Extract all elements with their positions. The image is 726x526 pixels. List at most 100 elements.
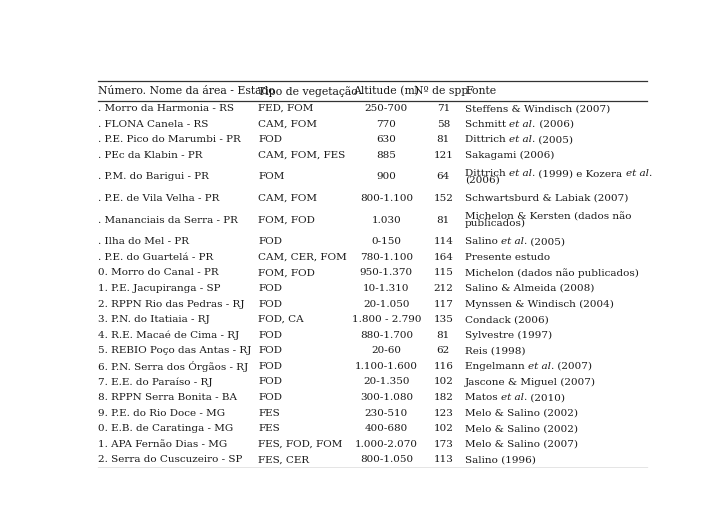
Text: 770: 770 xyxy=(377,120,396,129)
Text: . P.M. do Barigui - PR: . P.M. do Barigui - PR xyxy=(97,173,208,181)
Text: Condack (2006): Condack (2006) xyxy=(465,315,549,324)
Text: FOM: FOM xyxy=(258,173,285,181)
Text: (2005): (2005) xyxy=(535,135,573,144)
Text: 2. RPPN Rio das Pedras - RJ: 2. RPPN Rio das Pedras - RJ xyxy=(97,299,244,309)
Text: 3. P.N. do Itatiaia - RJ: 3. P.N. do Itatiaia - RJ xyxy=(97,315,209,324)
Text: et al.: et al. xyxy=(501,393,527,402)
Text: 212: 212 xyxy=(433,284,453,293)
Text: (2005): (2005) xyxy=(527,237,566,246)
Text: (2006): (2006) xyxy=(536,120,574,129)
Text: FOD: FOD xyxy=(258,284,282,293)
Text: Salino: Salino xyxy=(465,237,501,246)
Text: 0. E.B. de Caratinga - MG: 0. E.B. de Caratinga - MG xyxy=(97,424,233,433)
Text: et al.: et al. xyxy=(626,169,652,178)
Text: FES: FES xyxy=(258,424,280,433)
Text: 135: 135 xyxy=(433,315,453,324)
Text: 250-700: 250-700 xyxy=(364,104,408,113)
Text: 5. REBIO Poço das Antas - RJ: 5. REBIO Poço das Antas - RJ xyxy=(97,346,251,355)
Text: FES: FES xyxy=(258,409,280,418)
Text: 780-1.100: 780-1.100 xyxy=(360,252,413,262)
Text: 113: 113 xyxy=(433,456,453,464)
Text: et al.: et al. xyxy=(528,362,554,371)
Text: 800-1.050: 800-1.050 xyxy=(360,456,413,464)
Text: Melo & Salino (2002): Melo & Salino (2002) xyxy=(465,409,578,418)
Text: . PEc da Klabin - PR: . PEc da Klabin - PR xyxy=(97,151,202,160)
Text: 182: 182 xyxy=(433,393,453,402)
Text: 1.000-2.070: 1.000-2.070 xyxy=(355,440,418,449)
Text: 9. P.E. do Rio Doce - MG: 9. P.E. do Rio Doce - MG xyxy=(97,409,224,418)
Text: 116: 116 xyxy=(433,362,453,371)
Text: Dittrich: Dittrich xyxy=(465,169,509,178)
Text: Matos: Matos xyxy=(465,393,501,402)
Text: et al.: et al. xyxy=(501,237,527,246)
Text: . Mananciais da Serra - PR: . Mananciais da Serra - PR xyxy=(97,216,237,225)
Text: (2007): (2007) xyxy=(554,362,592,371)
Text: FES, CER: FES, CER xyxy=(258,456,309,464)
Text: FED, FOM: FED, FOM xyxy=(258,104,314,113)
Text: et al.: et al. xyxy=(509,169,535,178)
Text: 7. E.E. do Paraíso - RJ: 7. E.E. do Paraíso - RJ xyxy=(97,377,212,387)
Text: 58: 58 xyxy=(436,120,450,129)
Text: CAM, FOM: CAM, FOM xyxy=(258,120,317,129)
Text: 102: 102 xyxy=(433,378,453,387)
Text: 152: 152 xyxy=(433,194,453,203)
Text: 400-680: 400-680 xyxy=(364,424,408,433)
Text: et al.: et al. xyxy=(509,120,536,129)
Text: 300-1.080: 300-1.080 xyxy=(360,393,413,402)
Text: 20-1.350: 20-1.350 xyxy=(363,378,409,387)
Text: CAM, FOM, FES: CAM, FOM, FES xyxy=(258,151,346,160)
Text: 164: 164 xyxy=(433,252,453,262)
Text: 880-1.700: 880-1.700 xyxy=(360,331,413,340)
Text: FOD: FOD xyxy=(258,346,282,355)
Text: 1. APA Fernão Dias - MG: 1. APA Fernão Dias - MG xyxy=(97,440,227,449)
Text: 10-1.310: 10-1.310 xyxy=(363,284,409,293)
Text: 900: 900 xyxy=(377,173,396,181)
Text: 117: 117 xyxy=(433,299,453,309)
Text: 114: 114 xyxy=(433,237,453,246)
Text: Schmitt: Schmitt xyxy=(465,120,509,129)
Text: Nº de spp.: Nº de spp. xyxy=(415,86,472,96)
Text: 173: 173 xyxy=(433,440,453,449)
Text: Salino & Almeida (2008): Salino & Almeida (2008) xyxy=(465,284,595,293)
Text: FOD: FOD xyxy=(258,393,282,402)
Text: 0-150: 0-150 xyxy=(372,237,401,246)
Text: FOD: FOD xyxy=(258,237,282,246)
Text: publicados): publicados) xyxy=(465,219,526,228)
Text: . Morro da Harmonia - RS: . Morro da Harmonia - RS xyxy=(97,104,234,113)
Text: CAM, CER, FOM: CAM, CER, FOM xyxy=(258,252,347,262)
Text: 1.030: 1.030 xyxy=(372,216,401,225)
Text: Mynssen & Windisch (2004): Mynssen & Windisch (2004) xyxy=(465,299,613,309)
Text: 71: 71 xyxy=(436,104,450,113)
Text: Salino (1996): Salino (1996) xyxy=(465,456,536,464)
Text: FOD: FOD xyxy=(258,299,282,309)
Text: Número. Nome da área - Estado: Número. Nome da área - Estado xyxy=(97,86,274,96)
Text: Michelon & Kersten (dados não: Michelon & Kersten (dados não xyxy=(465,212,632,221)
Text: 950-1.370: 950-1.370 xyxy=(360,268,413,277)
Text: . P.E. do Guartelá - PR: . P.E. do Guartelá - PR xyxy=(97,252,213,262)
Text: FOD: FOD xyxy=(258,331,282,340)
Text: 8. RPPN Serra Bonita - BA: 8. RPPN Serra Bonita - BA xyxy=(97,393,237,402)
Text: 885: 885 xyxy=(377,151,396,160)
Text: Altitude (m): Altitude (m) xyxy=(354,86,420,97)
Text: Engelmann: Engelmann xyxy=(465,362,528,371)
Text: 123: 123 xyxy=(433,409,453,418)
Text: Fonte: Fonte xyxy=(465,86,496,96)
Text: FOD, CA: FOD, CA xyxy=(258,315,304,324)
Text: Sakagami (2006): Sakagami (2006) xyxy=(465,151,554,160)
Text: FOD: FOD xyxy=(258,362,282,371)
Text: 230-510: 230-510 xyxy=(364,409,408,418)
Text: 20-1.050: 20-1.050 xyxy=(363,299,409,309)
Text: Melo & Salino (2007): Melo & Salino (2007) xyxy=(465,440,578,449)
Text: 800-1.100: 800-1.100 xyxy=(360,194,413,203)
Text: Melo & Salino (2002): Melo & Salino (2002) xyxy=(465,424,578,433)
Text: 1.100-1.600: 1.100-1.600 xyxy=(355,362,418,371)
Text: Presente estudo: Presente estudo xyxy=(465,252,550,262)
Text: 102: 102 xyxy=(433,424,453,433)
Text: Steffens & Windisch (2007): Steffens & Windisch (2007) xyxy=(465,104,610,113)
Text: Reis (1998): Reis (1998) xyxy=(465,346,526,355)
Text: FOM, FOD: FOM, FOD xyxy=(258,216,315,225)
Text: Tipo de vegetação: Tipo de vegetação xyxy=(258,86,358,97)
Text: 0. Morro do Canal - PR: 0. Morro do Canal - PR xyxy=(97,268,218,277)
Text: 62: 62 xyxy=(436,346,450,355)
Text: 81: 81 xyxy=(436,331,450,340)
